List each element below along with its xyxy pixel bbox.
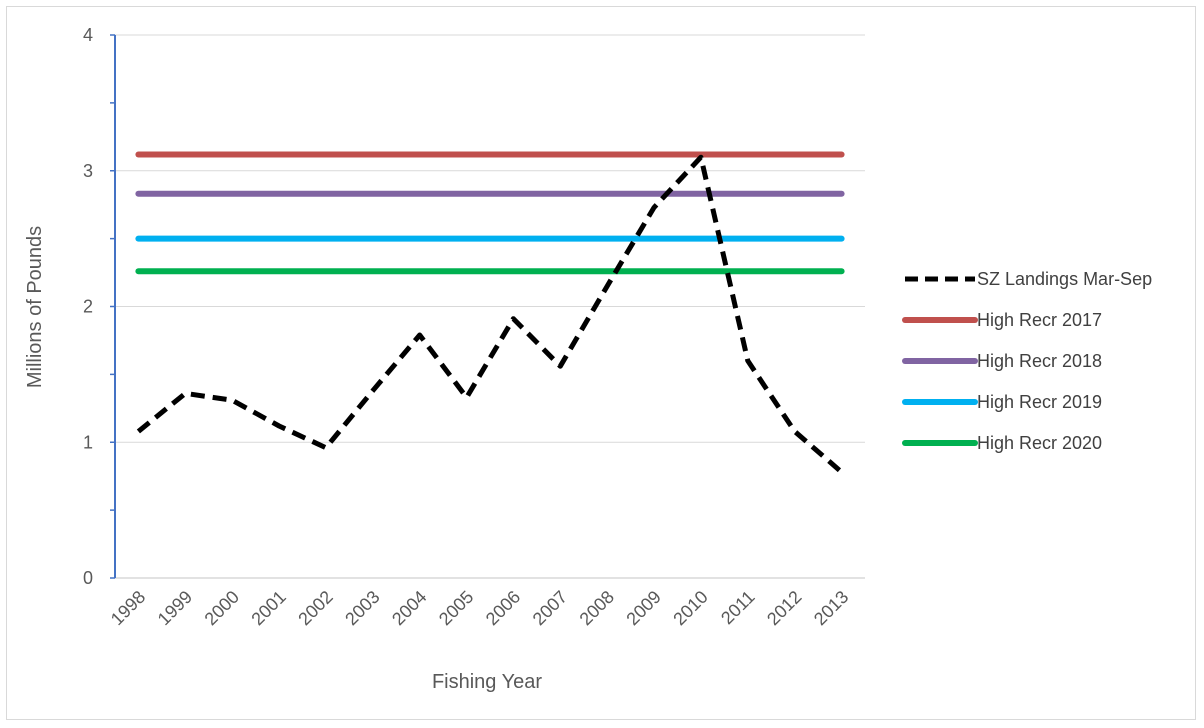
x-tick-label: 2001 — [247, 587, 289, 629]
legend-label: High Recr 2017 — [977, 310, 1102, 330]
x-tick-label: 2008 — [576, 587, 618, 629]
y-tick-label: 1 — [83, 432, 93, 452]
series-lines — [135, 151, 845, 474]
x-tick-label: 2004 — [388, 587, 430, 629]
y-tick-label: 4 — [83, 25, 93, 45]
legend-item: High Recr 2018 — [902, 351, 1102, 371]
legend-label: SZ Landings Mar-Sep — [977, 269, 1152, 289]
legend-item: SZ Landings Mar-Sep — [905, 269, 1152, 289]
x-tick-label: 2012 — [763, 587, 805, 629]
series-line-sz-landings-mar-sep — [136, 154, 844, 474]
x-tick-label: 1999 — [154, 587, 196, 629]
y-tick-label: 3 — [83, 161, 93, 181]
x-tick-label: 2000 — [201, 587, 243, 629]
legend-label: High Recr 2019 — [977, 392, 1102, 412]
legend: SZ Landings Mar-Sep High Recr 2017 High Re… — [902, 269, 1152, 453]
gridlines — [115, 34, 865, 443]
x-tick-label: 2013 — [810, 587, 852, 629]
y-tick-labels: 0 1 2 3 4 — [83, 25, 93, 588]
legend-label: High Recr 2018 — [977, 351, 1102, 371]
legend-item: High Recr 2017 — [902, 310, 1102, 330]
x-tick-label: 2010 — [669, 587, 711, 629]
x-tick-label: 2009 — [622, 587, 664, 629]
x-tick-label: 2007 — [529, 587, 571, 629]
y-tick-label: 2 — [83, 297, 93, 317]
y-tick-label: 0 — [83, 568, 93, 588]
x-tick-labels: 1998 1999 2000 2001 2002 2003 2004 2005 2006 2007… — [107, 587, 853, 629]
axes — [110, 34, 865, 579]
x-tick-label: 2003 — [341, 587, 383, 629]
legend-item: High Recr 2020 — [902, 433, 1102, 453]
x-tick-label: 2006 — [482, 587, 524, 629]
x-tick-label: 2011 — [717, 587, 759, 629]
x-tick-label: 2002 — [294, 587, 336, 629]
x-axis-title: Fishing Year — [432, 671, 542, 693]
x-tick-label: 1998 — [107, 587, 149, 629]
legend-label: High Recr 2020 — [977, 433, 1102, 453]
x-tick-label: 2005 — [435, 587, 477, 629]
y-axis-title: Millions of Pounds — [24, 226, 46, 388]
legend-item: High Recr 2019 — [902, 392, 1102, 412]
